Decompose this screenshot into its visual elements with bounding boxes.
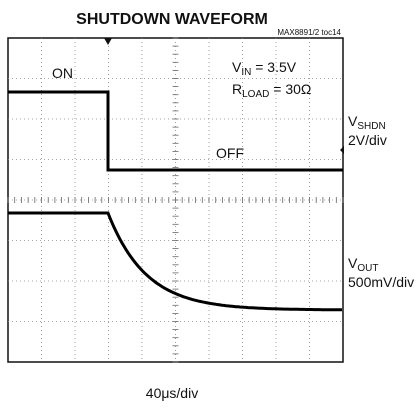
channel-subscript: OUT: [357, 263, 378, 274]
channel-scale: 2V/div: [348, 132, 387, 148]
shdn-trace: [8, 90, 343, 172]
rload-subscript: LOAD: [242, 89, 269, 100]
plot-area: [7, 37, 344, 363]
vin-subscript: IN: [241, 67, 251, 78]
vin-rest: = 3.5V: [251, 59, 296, 75]
vin-label: VIN = 3.5V: [232, 59, 297, 78]
title: SHUTDOWN WAVEFORM: [76, 11, 268, 28]
channel-subscript: SHDN: [357, 121, 385, 132]
channel-symbol: V: [348, 113, 358, 129]
timebase: 40μs/div: [146, 385, 198, 401]
on-label: ON: [52, 65, 73, 81]
rload-label: RLOAD = 30Ω: [232, 81, 311, 100]
trigger-marker: [104, 38, 112, 45]
rload-rest: = 30Ω: [269, 81, 311, 97]
channel-scale: 500mV/div: [348, 274, 414, 290]
channel-label: VOUT: [348, 255, 378, 274]
vout-trace: [8, 211, 342, 312]
rload-symbol: R: [232, 81, 242, 97]
figure-id: MAX8891/2 toc14: [277, 28, 341, 37]
channel-label: VSHDN: [348, 113, 386, 132]
vin-symbol: V: [232, 59, 242, 75]
off-marker: [340, 146, 344, 154]
off-label: OFF: [216, 145, 244, 161]
channel-symbol: V: [348, 255, 358, 271]
